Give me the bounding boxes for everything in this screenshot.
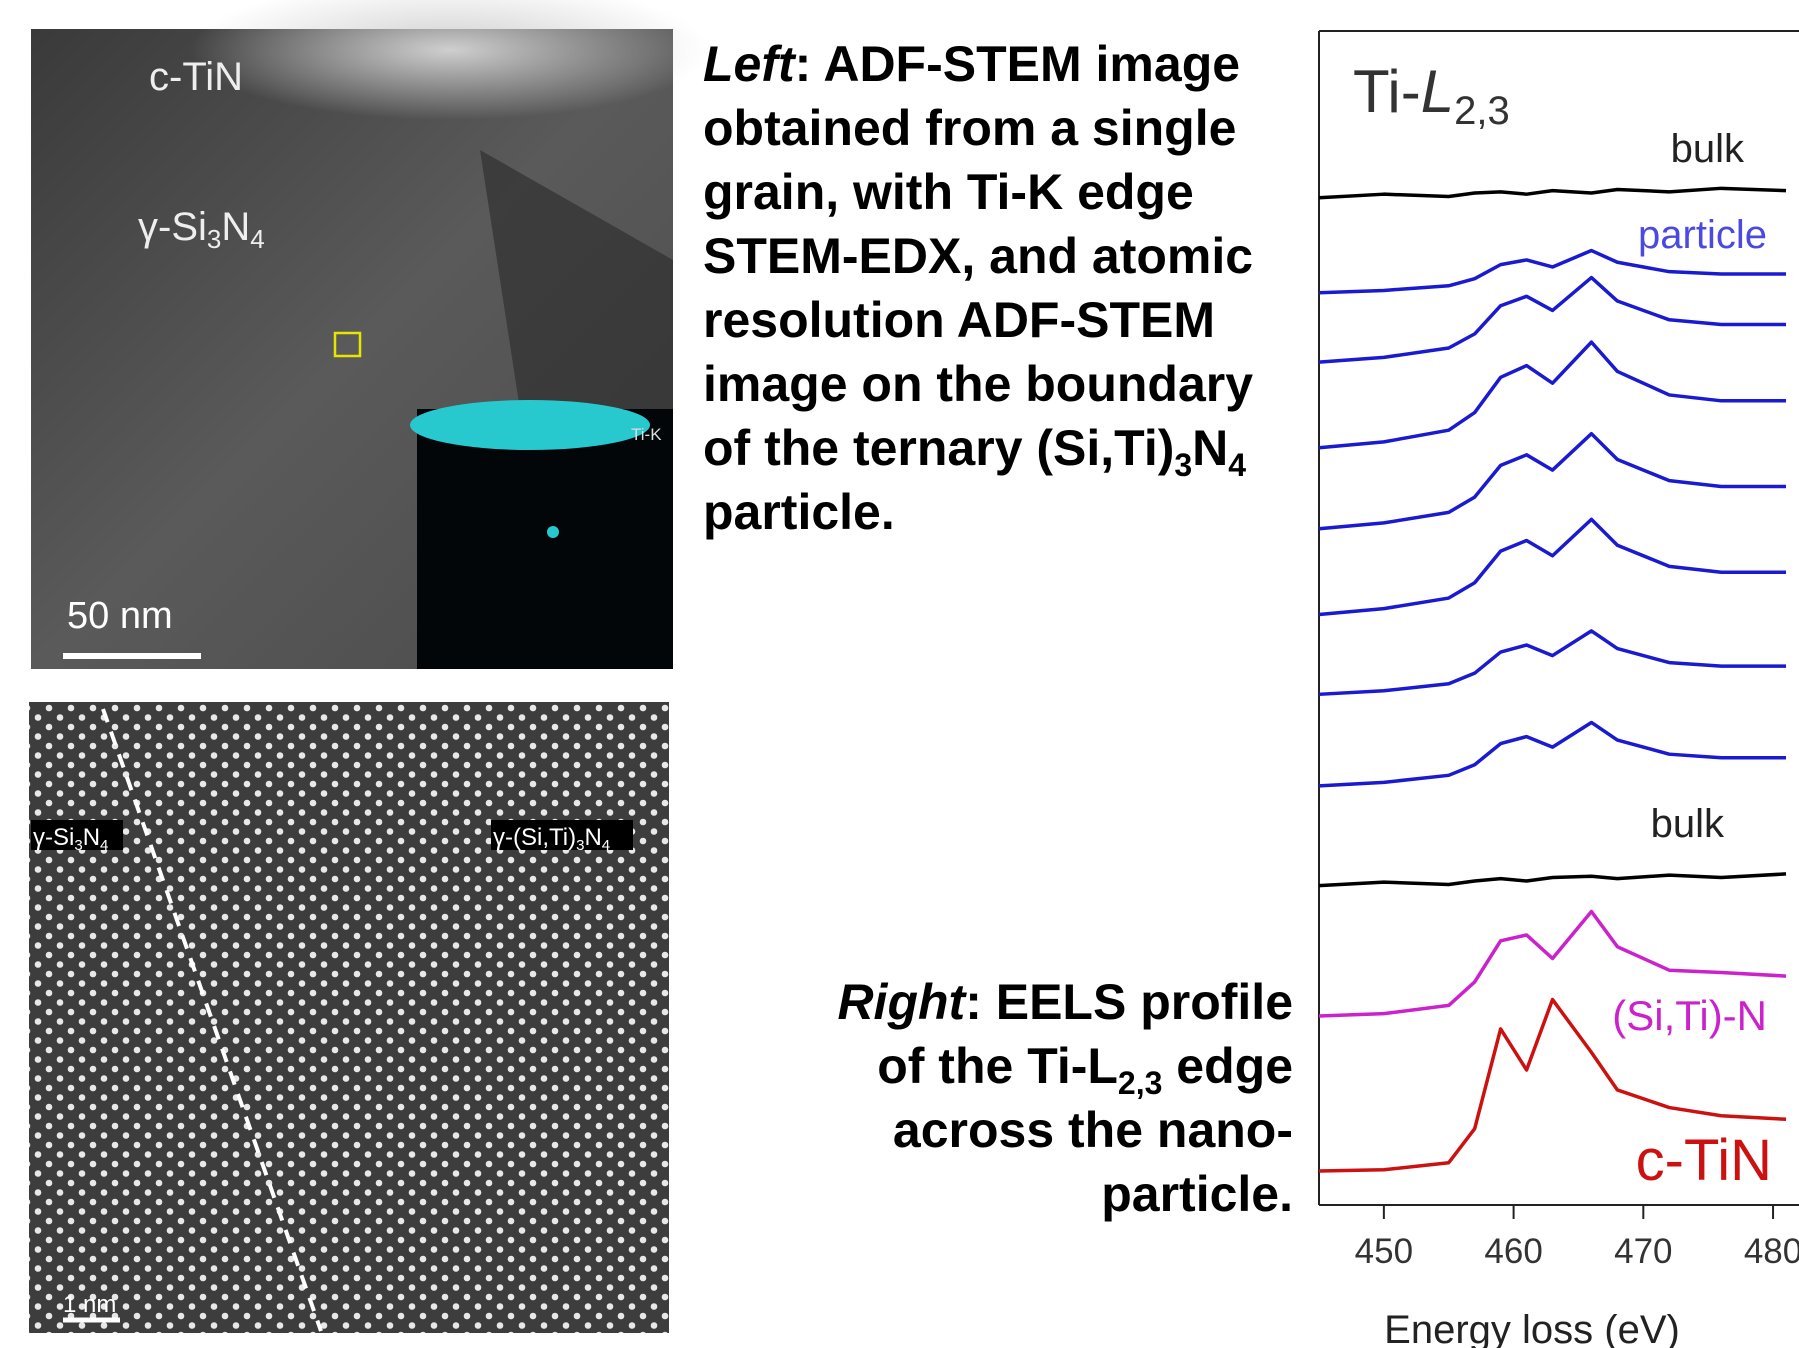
x-tick-label: 470 [1614,1232,1672,1271]
atomic-image: γ-Si3N4 γ-(Si,Ti)3N4 1 nm [29,702,669,1333]
label: γ-(Si,Ti)3N4 [493,824,610,854]
x-axis-label: Energy loss (eV) [1384,1308,1680,1348]
x-tick-label: 480 [1744,1232,1799,1271]
spectrum [1319,874,1786,886]
title-part: 2,3 [1454,89,1510,133]
spectrum [1319,722,1786,785]
chart-title: Ti-L2,3 [1353,58,1510,133]
scale-bar-label: 50 nm [67,595,173,637]
series-label: c-TiN [1636,1128,1772,1193]
series-label: particle [1638,213,1767,257]
label: c-TiN [149,55,243,99]
spectrum [1319,631,1786,694]
title-part: L [1421,58,1454,125]
x-tick-label: 460 [1484,1232,1542,1271]
spectrum [1319,519,1786,614]
label: γ-Si3N4 [33,824,108,854]
label: Ti-K [631,425,662,444]
series-label: bulk [1651,802,1725,846]
label: γ-Si3N4 [138,205,265,254]
series-label: bulk [1671,127,1745,171]
eels-chart: 450 460 470 480 Energy loss (eV) Ti-L2,3 bulk p… [1319,31,1799,1348]
stem-image: c-TiN γ-Si3N4 50 nm Ti-K [31,0,710,669]
x-tick-label: 450 [1355,1232,1413,1271]
slide: c-TiN γ-Si3N4 50 nm Ti-K γ-Si3N4 γ-(Si,T… [0,0,1799,1348]
scale-bar-label: 1 nm [63,1291,116,1318]
right-caption: Right: EELS profile of the Ti-L2,3 edge … [823,970,1293,1226]
series-label: (Si,Ti)-N [1612,992,1767,1039]
spectrum [1319,188,1786,197]
title-part: Ti- [1353,58,1421,125]
spectrum [1319,434,1786,529]
left-caption: Left: ADF-STEM image obtained from a sin… [703,32,1283,544]
